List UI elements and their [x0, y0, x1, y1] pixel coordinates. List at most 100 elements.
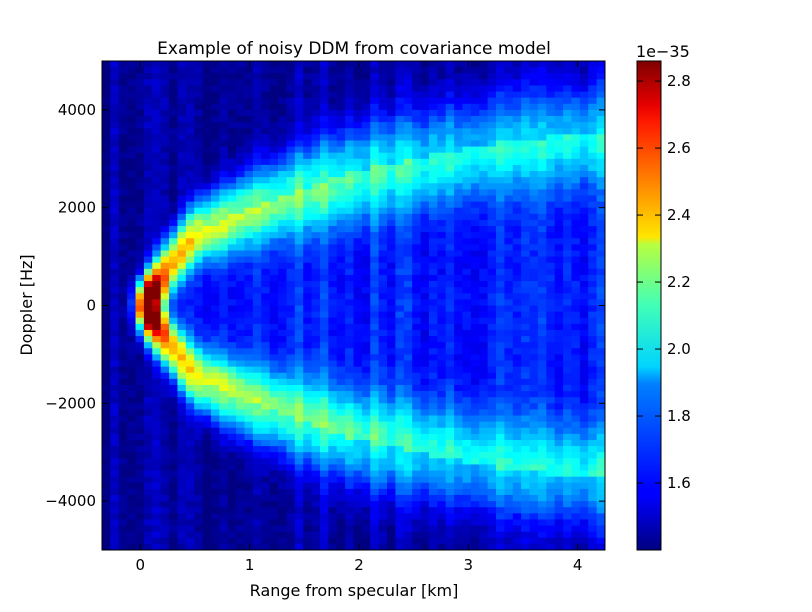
heatmap-cell	[202, 281, 212, 288]
heatmap-cell	[445, 360, 455, 368]
heatmap-cell	[303, 409, 313, 417]
heatmap-cell	[269, 415, 279, 423]
heatmap-cell	[294, 464, 304, 472]
heatmap-cell	[512, 311, 522, 319]
heatmap-cell	[269, 513, 279, 521]
heatmap-cell	[202, 403, 212, 411]
heatmap-cell	[554, 501, 564, 508]
heatmap-cell	[152, 164, 162, 172]
heatmap-cell	[563, 103, 573, 111]
heatmap-cell	[588, 488, 598, 496]
heatmap-cell	[152, 366, 162, 374]
heatmap-cell	[152, 97, 162, 105]
heatmap-cell	[428, 391, 438, 398]
heatmap-cell	[529, 348, 539, 355]
heatmap-cell	[118, 164, 128, 172]
heatmap-cell	[420, 232, 430, 239]
heatmap-cell	[378, 256, 388, 264]
heatmap-cell	[370, 360, 380, 368]
heatmap-cell	[445, 348, 455, 355]
heatmap-cell	[420, 391, 430, 398]
heatmap-cell	[202, 183, 212, 190]
heatmap-cell	[563, 85, 573, 93]
heatmap-cell	[202, 177, 212, 184]
heatmap-cell	[127, 366, 137, 374]
heatmap-cell	[135, 146, 145, 154]
heatmap-cell	[294, 323, 304, 331]
heatmap-cell	[294, 171, 304, 178]
heatmap-cell	[177, 226, 187, 233]
heatmap-cell	[437, 213, 447, 221]
heatmap-cell	[319, 519, 329, 527]
heatmap-cell	[252, 458, 262, 466]
heatmap-cell	[227, 189, 237, 197]
heatmap-cell	[227, 433, 237, 441]
heatmap-cell	[278, 189, 288, 197]
heatmap-cell	[596, 397, 605, 404]
heatmap-cell	[169, 397, 179, 404]
heatmap-cell	[588, 238, 598, 245]
heatmap-cell	[219, 256, 229, 264]
heatmap-cell	[554, 391, 564, 398]
heatmap-cell	[286, 293, 296, 300]
heatmap-cell	[579, 207, 589, 215]
heatmap-cell	[244, 464, 254, 472]
heatmap-cell	[454, 470, 464, 478]
heatmap-cell	[336, 219, 346, 227]
heatmap-cell	[588, 494, 598, 502]
heatmap-cell	[412, 354, 422, 362]
heatmap-cell	[278, 128, 288, 135]
heatmap-cell	[571, 372, 581, 380]
heatmap-cell	[202, 274, 212, 282]
heatmap-cell	[202, 207, 212, 215]
heatmap-cell	[227, 97, 237, 105]
heatmap-cell	[428, 250, 438, 258]
heatmap-cell	[269, 201, 279, 209]
heatmap-cell	[336, 128, 346, 135]
heatmap-cell	[412, 152, 422, 160]
heatmap-cell	[210, 366, 220, 374]
heatmap-cell	[529, 464, 539, 472]
heatmap-cell	[563, 397, 573, 404]
heatmap-cell	[345, 360, 355, 368]
heatmap-cell	[470, 433, 480, 441]
heatmap-cell	[504, 329, 514, 337]
heatmap-cell	[563, 409, 573, 417]
heatmap-cell	[470, 244, 480, 252]
heatmap-cell	[185, 494, 195, 502]
heatmap-cell	[470, 446, 480, 453]
heatmap-cell	[244, 164, 254, 172]
heatmap-cell	[236, 470, 246, 478]
heatmap-cell	[529, 342, 539, 349]
heatmap-cell	[512, 226, 522, 233]
heatmap-cell	[521, 250, 531, 258]
heatmap-cell	[244, 256, 254, 264]
heatmap-cell	[395, 281, 405, 288]
heatmap-cell	[420, 525, 430, 533]
heatmap-cell	[227, 501, 237, 508]
heatmap-cell	[571, 507, 581, 514]
heatmap-cell	[311, 378, 321, 386]
heatmap-cell	[252, 177, 262, 184]
heatmap-cell	[588, 152, 598, 160]
heatmap-cell	[177, 433, 187, 441]
heatmap-cell	[303, 391, 313, 398]
heatmap-cell	[219, 116, 229, 123]
heatmap-cell	[588, 274, 598, 282]
heatmap-cell	[496, 507, 505, 514]
heatmap-cell	[370, 378, 380, 386]
heatmap-cell	[370, 409, 380, 417]
heatmap-cell	[361, 482, 371, 490]
heatmap-cell	[378, 164, 388, 172]
heatmap-cell	[269, 274, 279, 282]
heatmap-cell	[278, 482, 288, 490]
heatmap-cell	[185, 531, 195, 539]
heatmap-cell	[303, 268, 313, 276]
heatmap-cell	[579, 446, 589, 453]
heatmap-cell	[537, 427, 547, 435]
heatmap-cell	[319, 91, 329, 99]
heatmap-cell	[160, 329, 170, 337]
heatmap-cell	[454, 446, 464, 453]
heatmap-cell	[353, 299, 363, 307]
heatmap-cell	[286, 488, 296, 496]
